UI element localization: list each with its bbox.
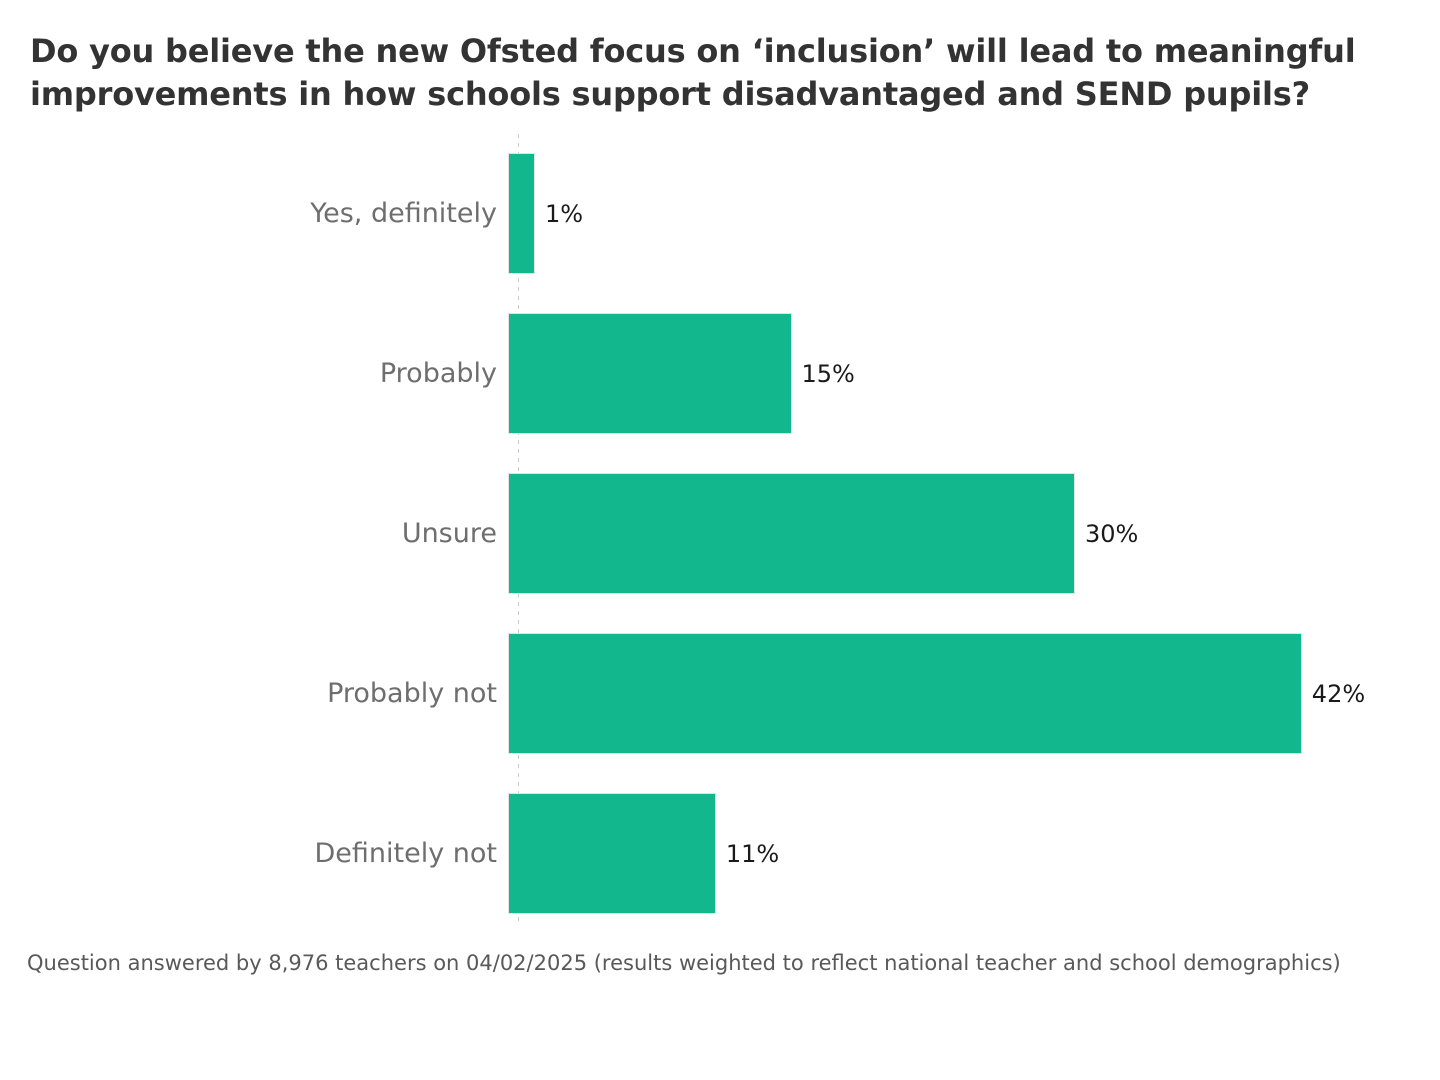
bar-unsure [508,473,1075,595]
bar-probably-not [508,633,1302,755]
value-label: 42% [1311,679,1366,708]
bar-definitely-not [508,793,716,915]
bar-chart: Yes, definitely 1% Probably 15% Unsure 30% Pro… [30,133,1410,934]
category-label: Definitely not [314,838,497,870]
category-label: Probably [379,358,497,390]
value-label: 30% [1085,519,1139,548]
category-label: Unsure [401,518,497,550]
value-label: 1% [545,199,584,228]
bar-probably [508,313,792,435]
value-label: 11% [725,839,780,868]
chart-row: Unsure 30% [30,454,1410,614]
chart-row: Definitely not 11% [30,774,1410,934]
chart-footnote: Question answered by 8,976 teachers on 0… [27,950,1341,975]
category-label: Probably not [327,678,497,710]
chart-row: Yes, definitely 1% [30,134,1410,294]
bar-yes-definitely [508,153,535,275]
survey-chart-page: Do you believe the new Ofsted focus on ‘… [27,32,1410,975]
chart-row: Probably not 42% [30,614,1410,774]
category-label: Yes, definitely [310,198,497,230]
chart-title: Do you believe the new Ofsted focus on ‘… [30,32,1356,113]
chart-row: Probably 15% [30,294,1410,454]
chart-rows: Yes, definitely 1% Probably 15% Unsure 30% Pro… [30,134,1410,934]
value-label: 15% [801,359,855,388]
